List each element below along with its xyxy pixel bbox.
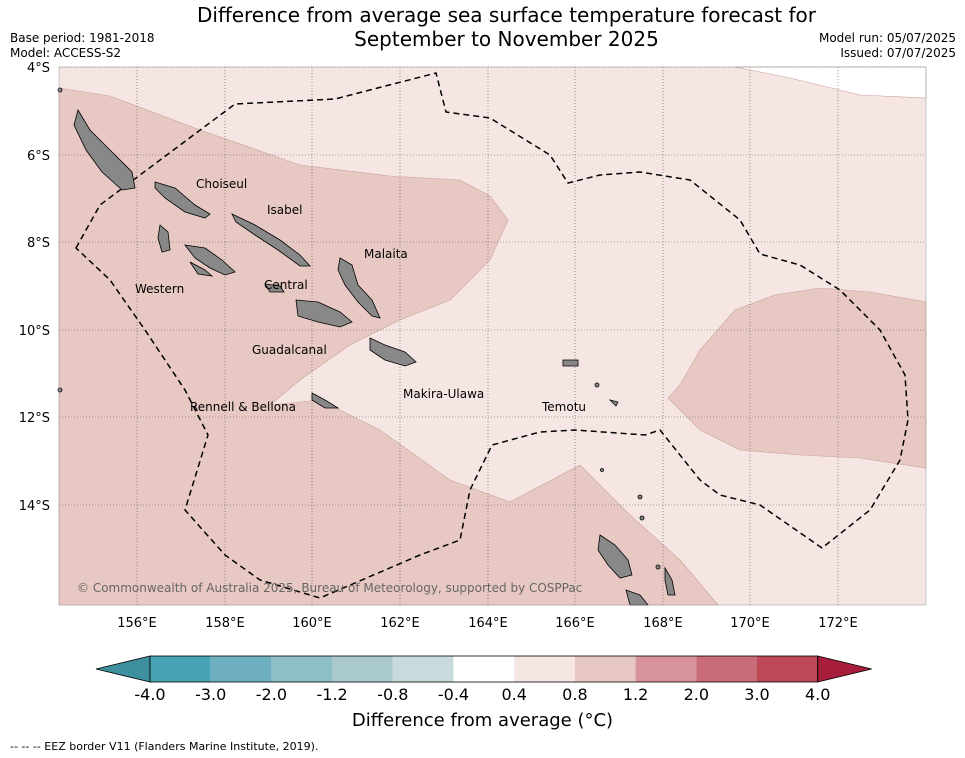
eez-footnote: -- -- -- EEZ border V11 (Flanders Marine…	[10, 740, 319, 753]
label-guadalcanal: Guadalcanal	[252, 343, 327, 357]
lat-tick-12s: 12°S	[19, 411, 50, 426]
island-choiseul	[154, 181, 211, 219]
colorbar-tick-label: 3.0	[744, 685, 769, 704]
colorbar-segment	[574, 656, 636, 682]
colorbar-tick-label: -0.4	[438, 685, 469, 704]
colorbar	[95, 655, 872, 683]
colorbar-segment	[453, 656, 515, 682]
colorbar-arrow-low	[95, 655, 151, 683]
colorbar-tick-label: -4.0	[134, 685, 165, 704]
colorbar-tick-label: -2.0	[256, 685, 287, 704]
copyright-text: © Commonwealth of Australia 2025, Bureau…	[77, 581, 582, 595]
map-title: Difference from average sea surface temp…	[0, 3, 965, 51]
lon-tick-172e: 172°E	[818, 616, 858, 631]
island-guadalcanal	[295, 299, 353, 328]
colorbar-segment	[271, 656, 333, 682]
lat-tick-4s: 4°S	[27, 61, 50, 76]
island-florida	[264, 283, 285, 293]
anomaly-band-east	[667, 287, 927, 469]
model-name: Model: ACCESS-S2	[10, 46, 122, 60]
island-small-7	[57, 387, 63, 393]
colorbar-segment	[332, 656, 393, 682]
island-rennell	[311, 392, 340, 409]
lat-tick-14s: 14°S	[19, 499, 50, 514]
island-malaita	[337, 257, 381, 319]
island-small-1	[594, 382, 600, 388]
island-bougainville	[73, 108, 136, 191]
title-line-2: September to November 2025	[354, 27, 659, 51]
province-labels: Choiseul Isabel Malaita Western Central …	[135, 177, 586, 414]
island-new-georgia	[184, 244, 236, 276]
lon-tick-156e: 156°E	[117, 616, 157, 631]
colorbar-segment	[635, 656, 697, 682]
colorbar-tick-label: 1.2	[623, 685, 648, 704]
island-small-6	[57, 87, 63, 93]
island-small-5	[600, 468, 604, 472]
colorbar-labels: -4.0 -3.0 -2.0 -1.2 -0.8 -0.4 0.4 0.8 1.2 2.0 3.0 4…	[134, 685, 830, 704]
colorbar-tick-label: -1.2	[316, 685, 347, 704]
meta-left: Base period: 1981-2018 Model: ACCESS-S2	[10, 31, 155, 61]
base-period: Base period: 1981-2018	[10, 31, 155, 45]
colorbar-tick-label: 4.0	[805, 685, 830, 704]
colorbar-tick-label: 0.8	[562, 685, 587, 704]
colorbar-arrow-high	[817, 655, 872, 683]
colorbar-segment	[514, 656, 575, 682]
label-malaita: Malaita	[364, 247, 408, 261]
land-masses	[57, 87, 676, 606]
lon-tick-166e: 166°E	[555, 616, 595, 631]
island-small-3	[639, 515, 645, 521]
label-temotu: Temotu	[541, 400, 586, 414]
eez-border	[75, 72, 909, 599]
label-western: Western	[135, 282, 184, 296]
colorbar-segment	[696, 656, 757, 682]
longitude-ticks: 156°E 158°E 160°E 162°E 164°E 166°E 168°…	[117, 616, 858, 631]
island-small-4	[655, 564, 661, 570]
label-central: Central	[264, 278, 308, 292]
model-run: Model run: 05/07/2025	[818, 31, 956, 45]
lat-tick-8s: 8°S	[27, 236, 50, 251]
island-maewo	[664, 566, 676, 596]
label-makira-ulawa: Makira-Ulawa	[403, 387, 484, 401]
island-santa-cruz	[562, 359, 579, 367]
island-makira	[369, 337, 417, 367]
lat-tick-6s: 6°S	[27, 149, 50, 164]
colorbar-tick-label: 2.0	[684, 685, 709, 704]
lon-tick-168e: 168°E	[643, 616, 683, 631]
issued-date: Issued: 07/07/2025	[840, 46, 956, 60]
colorbar-segment	[210, 656, 272, 682]
label-isabel: Isabel	[267, 203, 302, 217]
lon-tick-170e: 170°E	[730, 616, 770, 631]
latitude-ticks: 4°S 6°S 8°S 10°S 12°S 14°S	[19, 61, 50, 514]
island-vella	[157, 224, 171, 253]
island-small-2	[637, 494, 643, 500]
colorbar-tick-label: -0.8	[377, 685, 408, 704]
colorbar-segment	[757, 656, 818, 682]
label-choiseul: Choiseul	[196, 177, 247, 191]
lon-tick-162e: 162°E	[380, 616, 420, 631]
title-line-1: Difference from average sea surface temp…	[196, 3, 816, 27]
label-rennell-bellona: Rennell & Bellona	[190, 400, 296, 414]
anomaly-band-west	[58, 87, 719, 606]
island-vanikoro	[608, 399, 619, 407]
map-frame	[58, 66, 927, 606]
colorbar-title: Difference from average (°C)	[351, 710, 614, 731]
colorbar-segment	[392, 656, 454, 682]
lat-tick-10s: 10°S	[19, 324, 50, 339]
island-new-georgia-south	[189, 261, 214, 277]
colorbar-segment	[150, 656, 211, 682]
colorbar-tick-label: -3.0	[195, 685, 226, 704]
island-isabel	[231, 213, 311, 267]
colorbar-tick-label: 0.4	[501, 685, 526, 704]
colorbar-frame	[149, 655, 819, 683]
lon-tick-160e: 160°E	[292, 616, 332, 631]
island-espiritu-santo	[597, 534, 633, 579]
lon-tick-158e: 158°E	[205, 616, 245, 631]
lon-tick-164e: 164°E	[468, 616, 508, 631]
meta-right: Model run: 05/07/2025 Issued: 07/07/2025	[819, 31, 956, 61]
